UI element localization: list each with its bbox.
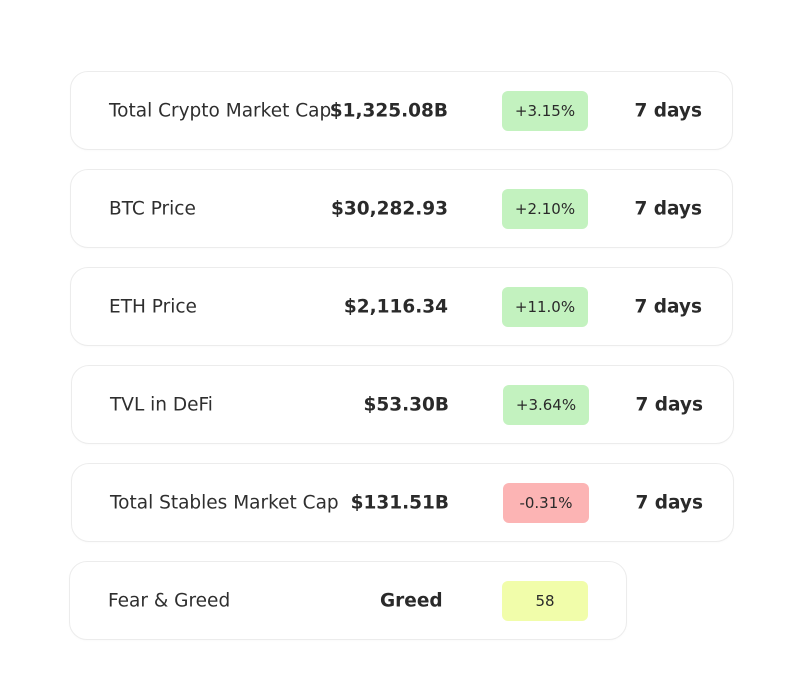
fear-greed-card: Fear & Greed Greed 58 — [69, 561, 627, 640]
stat-label: Total Stables Market Cap — [110, 492, 339, 513]
period-label: 7 days — [634, 198, 702, 219]
stat-label: BTC Price — [109, 198, 196, 219]
stat-label: TVL in DeFi — [110, 394, 213, 415]
fear-greed-sentiment: Greed — [380, 590, 443, 611]
change-badge: +11.0% — [502, 286, 588, 327]
period-label: 7 days — [634, 296, 702, 317]
change-badge: +2.10% — [502, 188, 588, 229]
stat-card-tvl-in-defi: TVL in DeFi $53.30B +3.64% 7 days — [71, 365, 734, 444]
stat-label: Total Crypto Market Cap — [109, 100, 332, 121]
stat-value: $1,325.08B — [329, 100, 448, 121]
stat-value: $53.30B — [363, 394, 450, 415]
fear-greed-label: Fear & Greed — [108, 590, 231, 611]
stat-card-total-stables-market-cap: Total Stables Market Cap $131.51B -0.31%… — [71, 463, 734, 542]
stat-value: $131.51B — [350, 492, 449, 513]
stat-value: $30,282.93 — [330, 198, 448, 219]
stat-label: ETH Price — [109, 296, 197, 317]
stat-card-total-crypto-market-cap: Total Crypto Market Cap $1,325.08B +3.15… — [70, 71, 733, 150]
change-badge: +3.64% — [503, 384, 589, 425]
period-label: 7 days — [635, 492, 703, 513]
period-label: 7 days — [635, 394, 703, 415]
stat-card-eth-price: ETH Price $2,116.34 +11.0% 7 days — [70, 267, 733, 346]
fear-greed-score-badge: 58 — [502, 580, 588, 621]
stat-card-btc-price: BTC Price $30,282.93 +2.10% 7 days — [70, 169, 733, 248]
stat-value: $2,116.34 — [343, 296, 448, 317]
period-label: 7 days — [634, 100, 702, 121]
change-badge: -0.31% — [503, 482, 589, 523]
change-badge: +3.15% — [502, 90, 588, 131]
